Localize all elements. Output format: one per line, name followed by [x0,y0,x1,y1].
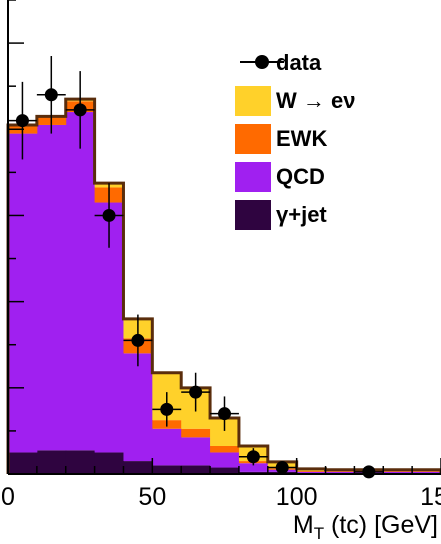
data-point-9 [275,461,289,475]
bar-1-2 [65,112,96,451]
bar-2-14 [412,470,441,472]
stack-outline [6,97,441,474]
bar-0-8 [238,471,269,474]
bar-1-13 [383,471,413,474]
legend-swatch-4 [235,200,271,230]
legend-marker-dot [255,55,269,69]
bar-1-7 [210,452,240,468]
x-tick-label-2: 100 [276,483,318,511]
legend-label-2: EWK [276,126,327,151]
bar-1-10 [296,471,327,474]
data-point-6 [189,385,203,399]
bar-0-7 [210,467,240,474]
data-point-4 [131,333,145,347]
legend: data W → eν EWK QCD γ+jet [235,50,355,230]
legend-label-1: W → eν [276,88,355,113]
legend-swatch-2 [235,124,271,154]
x-axis-title: MT (tc) [GeV] [293,511,438,543]
bar-2-13 [383,470,413,472]
data-point-1 [44,88,58,102]
bar-1-11 [325,471,355,474]
data-point-8 [246,450,260,464]
x-tick-label-0: 0 [1,483,15,511]
bar-1-8 [238,463,269,472]
bar-2-11 [325,470,355,472]
data-point-5 [160,402,174,416]
data-point-10 [362,465,376,479]
bar-1-1 [36,124,67,451]
bar-0-2 [65,450,96,474]
legend-label-3: QCD [276,164,325,189]
bar-1-0 [8,133,38,453]
bar-2-6 [181,428,211,438]
bar-2-10 [296,470,327,472]
bar-0-0 [8,452,38,474]
axis-ticks: 0 50 100 150 [1,0,441,511]
bar-0-1 [36,450,67,474]
legend-swatch-3 [235,162,271,192]
bar-1-6 [181,437,211,466]
x-tick-label-3: 150 [420,483,441,511]
plot-frame [7,0,441,475]
data-point-7 [218,407,231,421]
bar-0-3 [94,452,124,474]
bar-2-7 [210,445,240,453]
legend-swatch-1 [235,86,271,116]
legend-label-0: data [276,50,322,75]
legend-label-4: γ+jet [276,202,327,227]
bar-0-5 [152,465,182,474]
bar-1-5 [152,428,182,466]
bar-0-4 [123,461,153,474]
data-point-3 [102,208,116,222]
bar-0-6 [181,465,211,474]
data-points [8,56,384,479]
bar-1-4 [123,353,153,462]
data-point-0 [15,114,29,128]
bar-1-14 [412,471,441,474]
data-point-2 [73,103,87,117]
x-tick-label-1: 50 [138,483,166,511]
